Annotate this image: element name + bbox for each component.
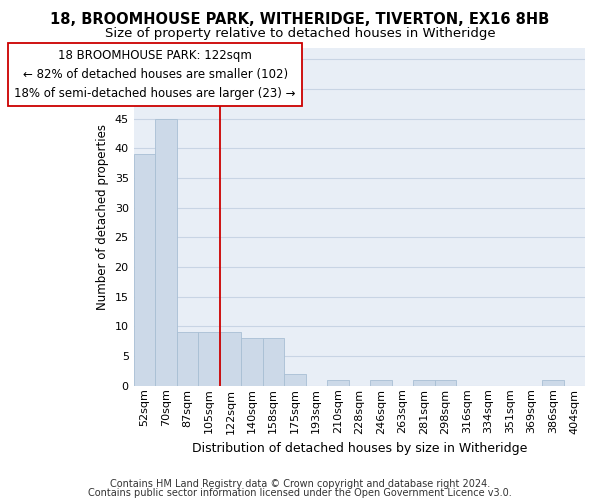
Text: 18, BROOMHOUSE PARK, WITHERIDGE, TIVERTON, EX16 8HB: 18, BROOMHOUSE PARK, WITHERIDGE, TIVERTO… — [50, 12, 550, 28]
X-axis label: Distribution of detached houses by size in Witheridge: Distribution of detached houses by size … — [191, 442, 527, 455]
Bar — [220, 332, 241, 386]
Bar — [370, 380, 392, 386]
Bar — [434, 380, 456, 386]
Bar — [327, 380, 349, 386]
Y-axis label: Number of detached properties: Number of detached properties — [96, 124, 109, 310]
Text: Contains public sector information licensed under the Open Government Licence v3: Contains public sector information licen… — [88, 488, 512, 498]
Bar — [284, 374, 305, 386]
Text: Size of property relative to detached houses in Witheridge: Size of property relative to detached ho… — [104, 28, 496, 40]
Bar — [155, 118, 176, 386]
Text: 18 BROOMHOUSE PARK: 122sqm
← 82% of detached houses are smaller (102)
18% of sem: 18 BROOMHOUSE PARK: 122sqm ← 82% of deta… — [14, 48, 296, 100]
Bar — [263, 338, 284, 386]
Bar — [198, 332, 220, 386]
Bar — [134, 154, 155, 386]
Bar — [413, 380, 434, 386]
Bar — [176, 332, 198, 386]
Bar — [542, 380, 563, 386]
Text: Contains HM Land Registry data © Crown copyright and database right 2024.: Contains HM Land Registry data © Crown c… — [110, 479, 490, 489]
Bar — [241, 338, 263, 386]
